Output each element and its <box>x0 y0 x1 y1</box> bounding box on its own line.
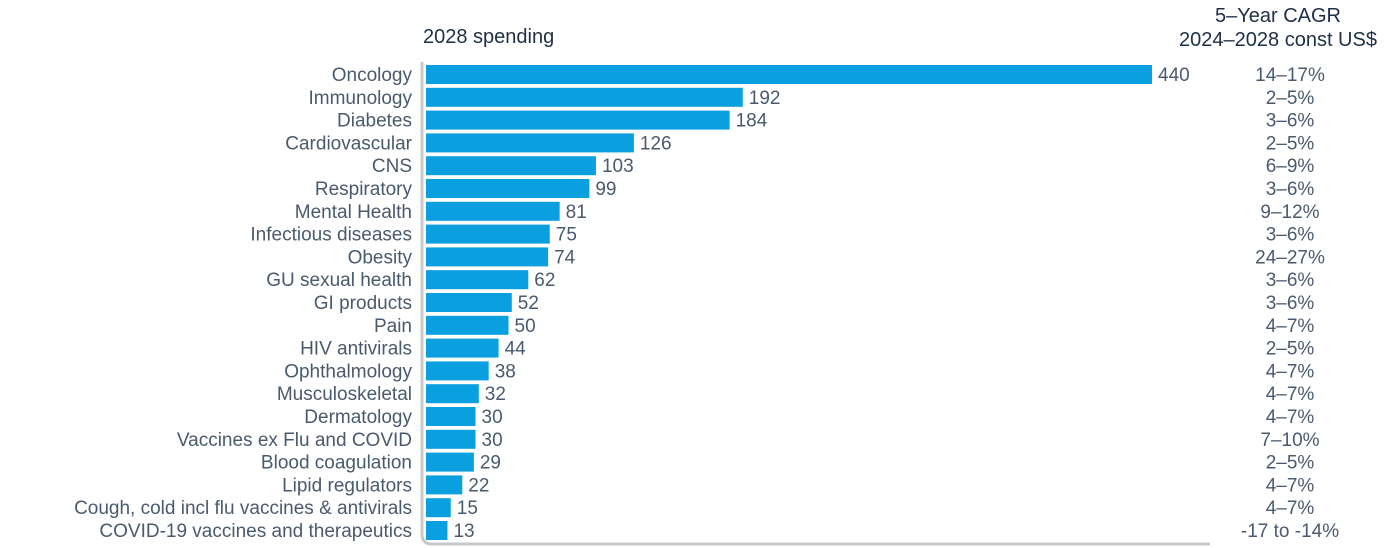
bar <box>426 429 476 449</box>
bar <box>426 452 474 472</box>
category-label: Respiratory <box>315 179 413 200</box>
cagr-label: 6–9% <box>1266 156 1315 177</box>
cagr-label: 3–6% <box>1266 293 1315 314</box>
category-label: Infectious diseases <box>250 225 412 246</box>
bar <box>426 521 448 540</box>
cagr-label: 24–27% <box>1255 247 1325 268</box>
cagr-label: 2–5% <box>1266 133 1315 154</box>
bar <box>426 338 499 358</box>
value-label: 13 <box>453 521 474 542</box>
category-label: Ophthalmology <box>284 361 412 382</box>
value-label: 74 <box>554 247 576 268</box>
value-label: 126 <box>640 133 672 154</box>
bar <box>426 247 549 267</box>
cagr-label: 3–6% <box>1266 111 1315 132</box>
category-label: Obesity <box>348 247 413 268</box>
value-label: 440 <box>1158 65 1190 86</box>
value-label: 30 <box>482 407 503 428</box>
bar <box>426 110 730 130</box>
category-label: Diabetes <box>337 111 412 132</box>
cagr-label: 2–5% <box>1266 88 1315 109</box>
cagr-label: 2–5% <box>1266 339 1315 360</box>
value-label: 192 <box>749 88 781 109</box>
value-label: 15 <box>457 498 478 519</box>
cagr-label: 4–7% <box>1266 384 1315 405</box>
category-label: Dermatology <box>304 407 412 428</box>
bar <box>426 133 634 153</box>
bar <box>426 201 560 221</box>
category-label: GU sexual health <box>266 270 412 291</box>
category-label: Blood coagulation <box>261 453 412 474</box>
value-label: 184 <box>736 111 768 132</box>
cagr-label: 4–7% <box>1266 407 1315 428</box>
category-label: COVID-19 vaccines and therapeutics <box>99 521 412 542</box>
bar <box>426 87 743 107</box>
bar <box>426 179 590 198</box>
bar <box>426 65 1152 84</box>
bar <box>426 475 463 495</box>
category-label: Cardiovascular <box>285 133 412 154</box>
bar <box>426 407 476 426</box>
value-label: 22 <box>468 475 489 496</box>
bar <box>426 384 479 404</box>
cagr-label: 4–7% <box>1266 475 1315 496</box>
value-label: 30 <box>482 430 503 451</box>
cagr-label: 9–12% <box>1260 202 1319 223</box>
category-label: Immunology <box>309 88 413 109</box>
cagr-label: 4–7% <box>1266 361 1315 382</box>
category-label: Vaccines ex Flu and COVID <box>177 430 412 451</box>
value-label: 103 <box>602 156 634 177</box>
value-label: 62 <box>534 270 555 291</box>
category-label: GI products <box>314 293 412 314</box>
value-label: 32 <box>485 384 506 405</box>
value-label: 52 <box>518 293 539 314</box>
cagr-label: 2–5% <box>1266 453 1315 474</box>
value-label: 50 <box>515 316 536 337</box>
bar <box>426 293 512 312</box>
cagr-header-line2: 2024–2028 const US$ <box>1179 29 1377 51</box>
y-axis-line <box>420 62 1210 546</box>
category-label: Mental Health <box>295 202 412 223</box>
category-label: Pain <box>374 316 412 337</box>
value-label: 81 <box>566 202 587 223</box>
value-label: 75 <box>556 225 577 246</box>
value-label: 38 <box>495 361 516 382</box>
cagr-label: -17 to -14% <box>1241 521 1339 542</box>
category-label: Lipid regulators <box>282 475 412 496</box>
category-label: Oncology <box>332 65 413 86</box>
bars-group: Oncology 440 14–17% Immunology 192 2–5% Diabet… <box>74 65 1339 542</box>
cagr-label: 4–7% <box>1266 498 1315 519</box>
cagr-label: 7–10% <box>1260 430 1319 451</box>
bar <box>426 156 596 176</box>
category-label: HIV antivirals <box>300 339 412 360</box>
bar <box>426 361 489 381</box>
value-label: 99 <box>595 179 616 200</box>
cagr-header-line1: 5–Year CAGR <box>1215 5 1341 27</box>
cagr-label: 3–6% <box>1266 225 1315 246</box>
value-label: 44 <box>505 339 527 360</box>
cagr-label: 14–17% <box>1255 65 1325 86</box>
cagr-label: 4–7% <box>1266 316 1315 337</box>
cagr-label: 3–6% <box>1266 179 1315 200</box>
cagr-label: 3–6% <box>1266 270 1315 291</box>
category-label: Cough, cold incl flu vaccines & antivira… <box>74 498 412 519</box>
category-label: CNS <box>372 156 412 177</box>
category-label: Musculoskeletal <box>277 384 412 405</box>
chart-title: 2028 spending <box>423 26 554 48</box>
bar <box>426 498 451 518</box>
bar <box>426 315 509 335</box>
bar <box>426 224 550 244</box>
bar <box>426 270 529 290</box>
value-label: 29 <box>480 453 501 474</box>
